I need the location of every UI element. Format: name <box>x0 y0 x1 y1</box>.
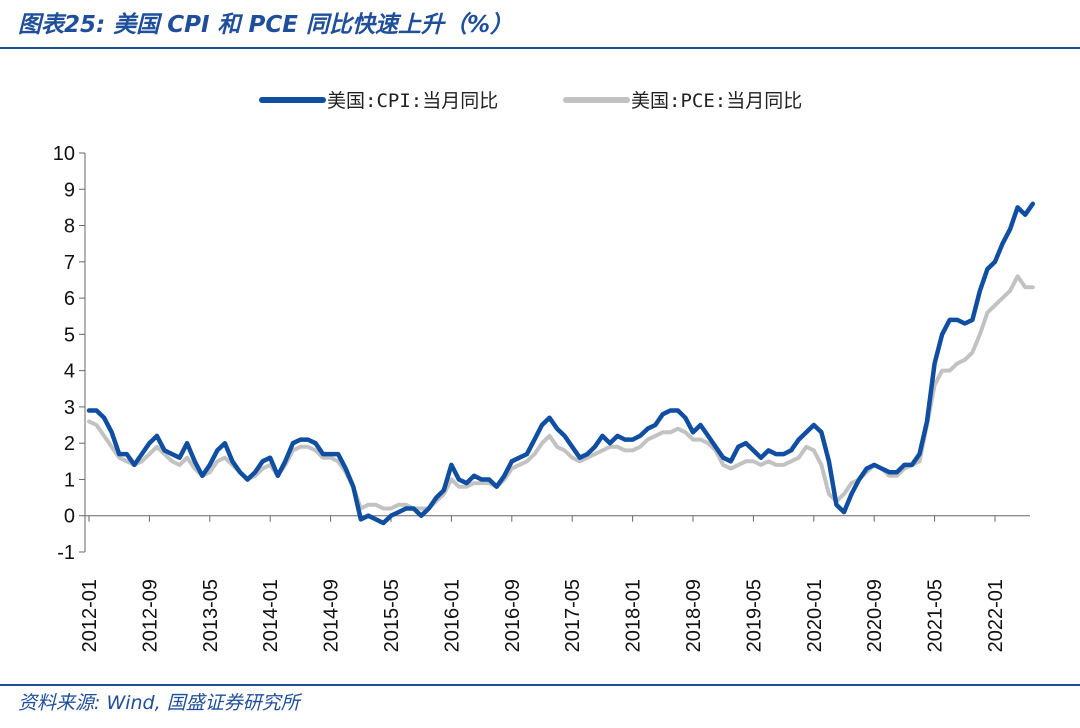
y-tick-label: 1 <box>64 469 75 491</box>
y-tick-label: 5 <box>64 324 75 346</box>
x-tick-label: 2020-09 <box>864 579 886 652</box>
x-tick-label: 2012-09 <box>139 579 161 652</box>
x-tick-label: 2013-05 <box>200 579 222 652</box>
x-tick-label: 2016-01 <box>441 579 463 652</box>
legend-label-cpi: 美国:CPI:当月同比 <box>327 90 498 112</box>
figure-title: 图表25: 美国 CPI 和 PCE 同比快速上升（%） <box>18 12 514 38</box>
x-tick-label: 2018-09 <box>683 579 705 652</box>
y-tick-label: 10 <box>53 143 75 165</box>
y-tick-label: 3 <box>64 397 75 419</box>
x-tick-label: 2022-01 <box>985 579 1007 652</box>
y-tick-label: 6 <box>64 288 75 310</box>
legend: 美国:CPI:当月同比 美国:PCE:当月同比 <box>259 90 802 112</box>
source-divider <box>0 684 1080 686</box>
cpi-series-line <box>86 201 1036 526</box>
x-tick-label: 2014-09 <box>321 579 343 652</box>
legend-label-pce: 美国:PCE:当月同比 <box>631 90 802 112</box>
x-tick-label: 2018-01 <box>623 579 645 652</box>
y-tick-label: 4 <box>64 361 75 383</box>
x-tick-label: 2017-05 <box>562 579 584 652</box>
plot-area: -1 0 1 2 3 4 5 6 7 8 9 10 2012-01 2012-09 2013-05 2014-… <box>53 143 1036 652</box>
x-tick-label: 2021-05 <box>925 579 947 652</box>
source-note: 资料来源: Wind, 国盛证券研究所 <box>18 692 300 714</box>
y-tick-label: -1 <box>57 542 75 564</box>
title-divider <box>0 47 1080 49</box>
x-tick-label: 2014-01 <box>260 579 282 652</box>
x-tick-label: 2015-05 <box>381 579 403 652</box>
x-tick-label: 2019-05 <box>743 579 765 652</box>
y-tick-label: 7 <box>64 252 75 274</box>
x-tick-label: 2016-09 <box>502 579 524 652</box>
y-tick-label: 8 <box>64 216 75 238</box>
x-tick-label: 2020-01 <box>804 579 826 652</box>
y-tick-label: 2 <box>64 433 75 455</box>
x-tick-label: 2012-01 <box>79 579 101 652</box>
y-tick-label: 9 <box>64 179 75 201</box>
y-tick-label: 0 <box>64 506 75 528</box>
line-chart: 美国:CPI:当月同比 美国:PCE:当月同比 -1 0 1 2 3 4 5 6 7 8 9 10 20… <box>53 90 1036 652</box>
